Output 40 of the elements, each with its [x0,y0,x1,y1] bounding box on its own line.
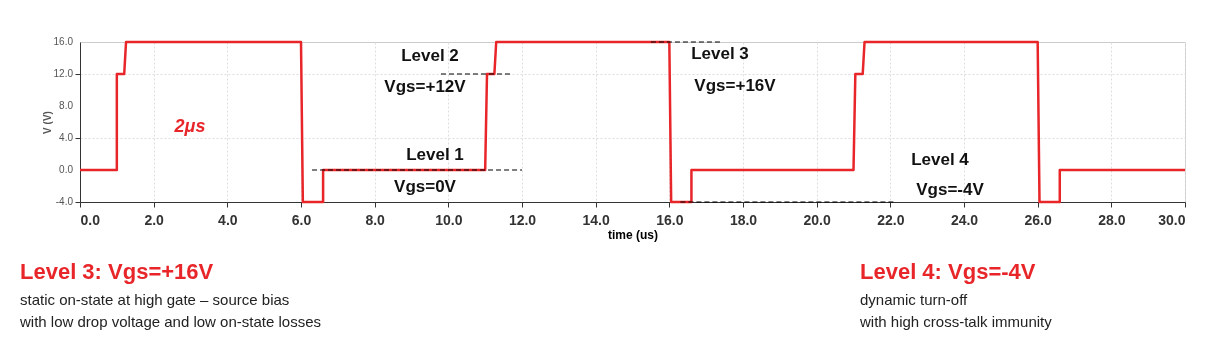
x-tick-label: 22.0 [877,211,905,228]
x-tick-label: 18.0 [729,211,758,228]
annotation: 2μs [173,116,206,136]
x-tick-label: 24.0 [950,211,979,228]
x-tick-label: 16.0 [656,211,684,228]
x-tick-label: 4.0 [218,211,238,228]
y-tick-label: 4.0 [59,132,74,143]
x-tick-label: 2.0 [144,211,165,228]
x-tick-label: 12.0 [508,211,537,228]
x-tick-label: 26.0 [1024,211,1052,228]
annotation: Level 3 [691,44,749,63]
y-tick-label: 16.0 [53,36,74,47]
annotation: Level 1 [406,145,464,164]
y-tick-label: 8.0 [59,100,74,111]
y-tick-label: 0.0 [59,164,74,175]
text: static on-state at high gate – source bias [20,291,290,308]
annotation: Vgs=0V [394,177,457,196]
x-tick-label: 20.0 [803,211,831,228]
text: with high cross-talk immunity [859,313,1053,330]
annotation: Vgs=+12V [384,77,467,96]
x-tick-label: 8.0 [365,211,386,228]
text: with low drop voltage and low on-state losses [19,313,321,330]
line-series [78,40,1187,204]
annotation: Level 4 [911,150,970,169]
y-axis-title: V (V) [42,111,53,134]
annotation: Level 2 [401,46,459,65]
text: Level 3: Vgs=+16V [20,259,214,284]
y-tick-label: -4.0 [55,196,74,207]
text: dynamic turn-off [860,291,969,308]
x-tick-label: 0.0 [80,211,101,228]
x-tick-label: 30.0 [1158,211,1186,228]
y-tick-label: 12.0 [53,68,74,79]
x-tick-label: 6.0 [291,211,312,228]
x-tick-label: 28.0 [1098,211,1126,228]
annotation: Vgs=+16V [694,76,777,95]
x-tick-label: 14.0 [582,211,610,228]
x-tick-label: 10.0 [435,211,463,228]
x-axis-title: time (us) [607,227,659,242]
annotation: Vgs=-4V [916,180,985,199]
text: Level 4: Vgs=-4V [860,259,1036,284]
